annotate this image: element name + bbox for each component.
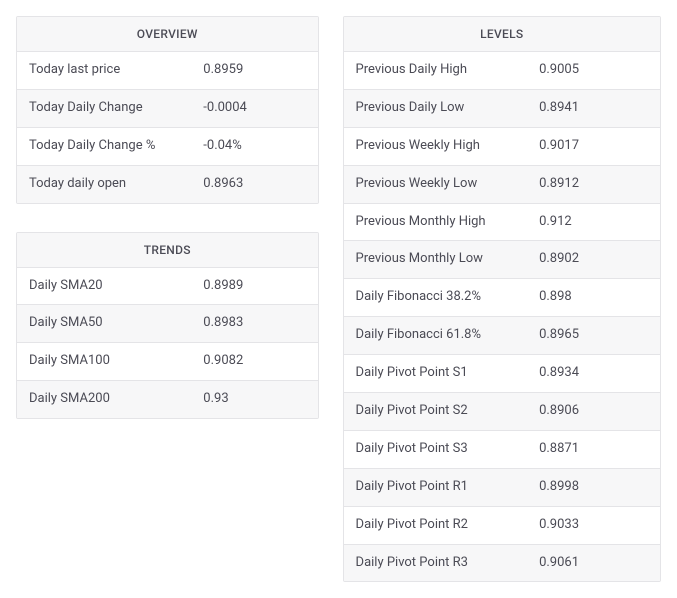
row-value: 0.9033 [527, 507, 660, 544]
left-column: OVERVIEW Today last price0.8959Today Dai… [16, 16, 319, 419]
row-value: 0.8871 [527, 431, 660, 468]
table-row: Daily Fibonacci 61.8%0.8965 [344, 317, 660, 355]
row-label: Daily SMA20 [17, 268, 191, 305]
row-value: 0.8983 [191, 305, 317, 342]
row-value: -0.0004 [191, 90, 317, 127]
trends-rows: Daily SMA200.8989Daily SMA500.8983Daily … [17, 268, 318, 419]
row-label: Today last price [17, 52, 191, 89]
row-label: Daily Pivot Point S3 [344, 431, 528, 468]
row-label: Daily SMA200 [17, 381, 191, 418]
table-row: Previous Daily High0.9005 [344, 52, 660, 90]
right-column: LEVELS Previous Daily High0.9005Previous… [343, 16, 661, 582]
row-value: 0.8998 [527, 469, 660, 506]
row-label: Previous Daily Low [344, 90, 528, 127]
table-row: Today Daily Change %-0.04% [17, 128, 318, 166]
levels-panel: LEVELS Previous Daily High0.9005Previous… [343, 16, 661, 582]
row-label: Previous Monthly High [344, 204, 528, 241]
trends-title: TRENDS [17, 233, 318, 268]
row-label: Daily Pivot Point S2 [344, 393, 528, 430]
levels-rows: Previous Daily High0.9005Previous Daily … [344, 52, 660, 581]
row-label: Today Daily Change % [17, 128, 191, 165]
table-row: Previous Daily Low0.8941 [344, 90, 660, 128]
overview-panel: OVERVIEW Today last price0.8959Today Dai… [16, 16, 319, 204]
table-row: Daily Pivot Point R20.9033 [344, 507, 660, 545]
row-value: 0.9061 [527, 545, 660, 582]
table-row: Daily SMA1000.9082 [17, 343, 318, 381]
row-label: Daily Fibonacci 61.8% [344, 317, 528, 354]
table-row: Daily SMA2000.93 [17, 381, 318, 418]
table-row: Previous Weekly High0.9017 [344, 128, 660, 166]
table-row: Daily Pivot Point S20.8906 [344, 393, 660, 431]
row-value: 0.8934 [527, 355, 660, 392]
table-row: Today daily open0.8963 [17, 166, 318, 203]
overview-rows: Today last price0.8959Today Daily Change… [17, 52, 318, 203]
row-value: 0.8906 [527, 393, 660, 430]
row-value: 0.8965 [527, 317, 660, 354]
row-label: Daily SMA100 [17, 343, 191, 380]
table-row: Today Daily Change-0.0004 [17, 90, 318, 128]
row-value: 0.93 [191, 381, 317, 418]
row-value: 0.9082 [191, 343, 317, 380]
overview-title: OVERVIEW [17, 17, 318, 52]
trends-panel: TRENDS Daily SMA200.8989Daily SMA500.898… [16, 232, 319, 420]
row-value: 0.8959 [191, 52, 317, 89]
table-row: Daily Pivot Point R30.9061 [344, 545, 660, 582]
row-label: Previous Monthly Low [344, 241, 528, 278]
row-value: -0.04% [191, 128, 317, 165]
table-row: Daily SMA200.8989 [17, 268, 318, 306]
row-value: 0.8989 [191, 268, 317, 305]
row-value: 0.912 [527, 204, 660, 241]
row-label: Daily Pivot Point R1 [344, 469, 528, 506]
row-value: 0.9005 [527, 52, 660, 89]
row-value: 0.8963 [191, 166, 317, 203]
table-row: Daily Pivot Point S30.8871 [344, 431, 660, 469]
row-label: Daily SMA50 [17, 305, 191, 342]
row-value: 0.8941 [527, 90, 660, 127]
row-label: Previous Weekly Low [344, 166, 528, 203]
table-row: Daily Fibonacci 38.2%0.898 [344, 279, 660, 317]
table-row: Previous Weekly Low0.8912 [344, 166, 660, 204]
dashboard-layout: OVERVIEW Today last price0.8959Today Dai… [16, 16, 661, 582]
row-label: Today daily open [17, 166, 191, 203]
row-value: 0.898 [527, 279, 660, 316]
row-label: Today Daily Change [17, 90, 191, 127]
row-label: Daily Fibonacci 38.2% [344, 279, 528, 316]
row-label: Daily Pivot Point S1 [344, 355, 528, 392]
row-value: 0.8902 [527, 241, 660, 278]
table-row: Previous Monthly High0.912 [344, 204, 660, 242]
table-row: Daily Pivot Point R10.8998 [344, 469, 660, 507]
table-row: Previous Monthly Low0.8902 [344, 241, 660, 279]
table-row: Daily Pivot Point S10.8934 [344, 355, 660, 393]
table-row: Daily SMA500.8983 [17, 305, 318, 343]
row-value: 0.8912 [527, 166, 660, 203]
row-label: Daily Pivot Point R3 [344, 545, 528, 582]
row-label: Previous Daily High [344, 52, 528, 89]
levels-title: LEVELS [344, 17, 660, 52]
row-label: Daily Pivot Point R2 [344, 507, 528, 544]
row-value: 0.9017 [527, 128, 660, 165]
table-row: Today last price0.8959 [17, 52, 318, 90]
row-label: Previous Weekly High [344, 128, 528, 165]
